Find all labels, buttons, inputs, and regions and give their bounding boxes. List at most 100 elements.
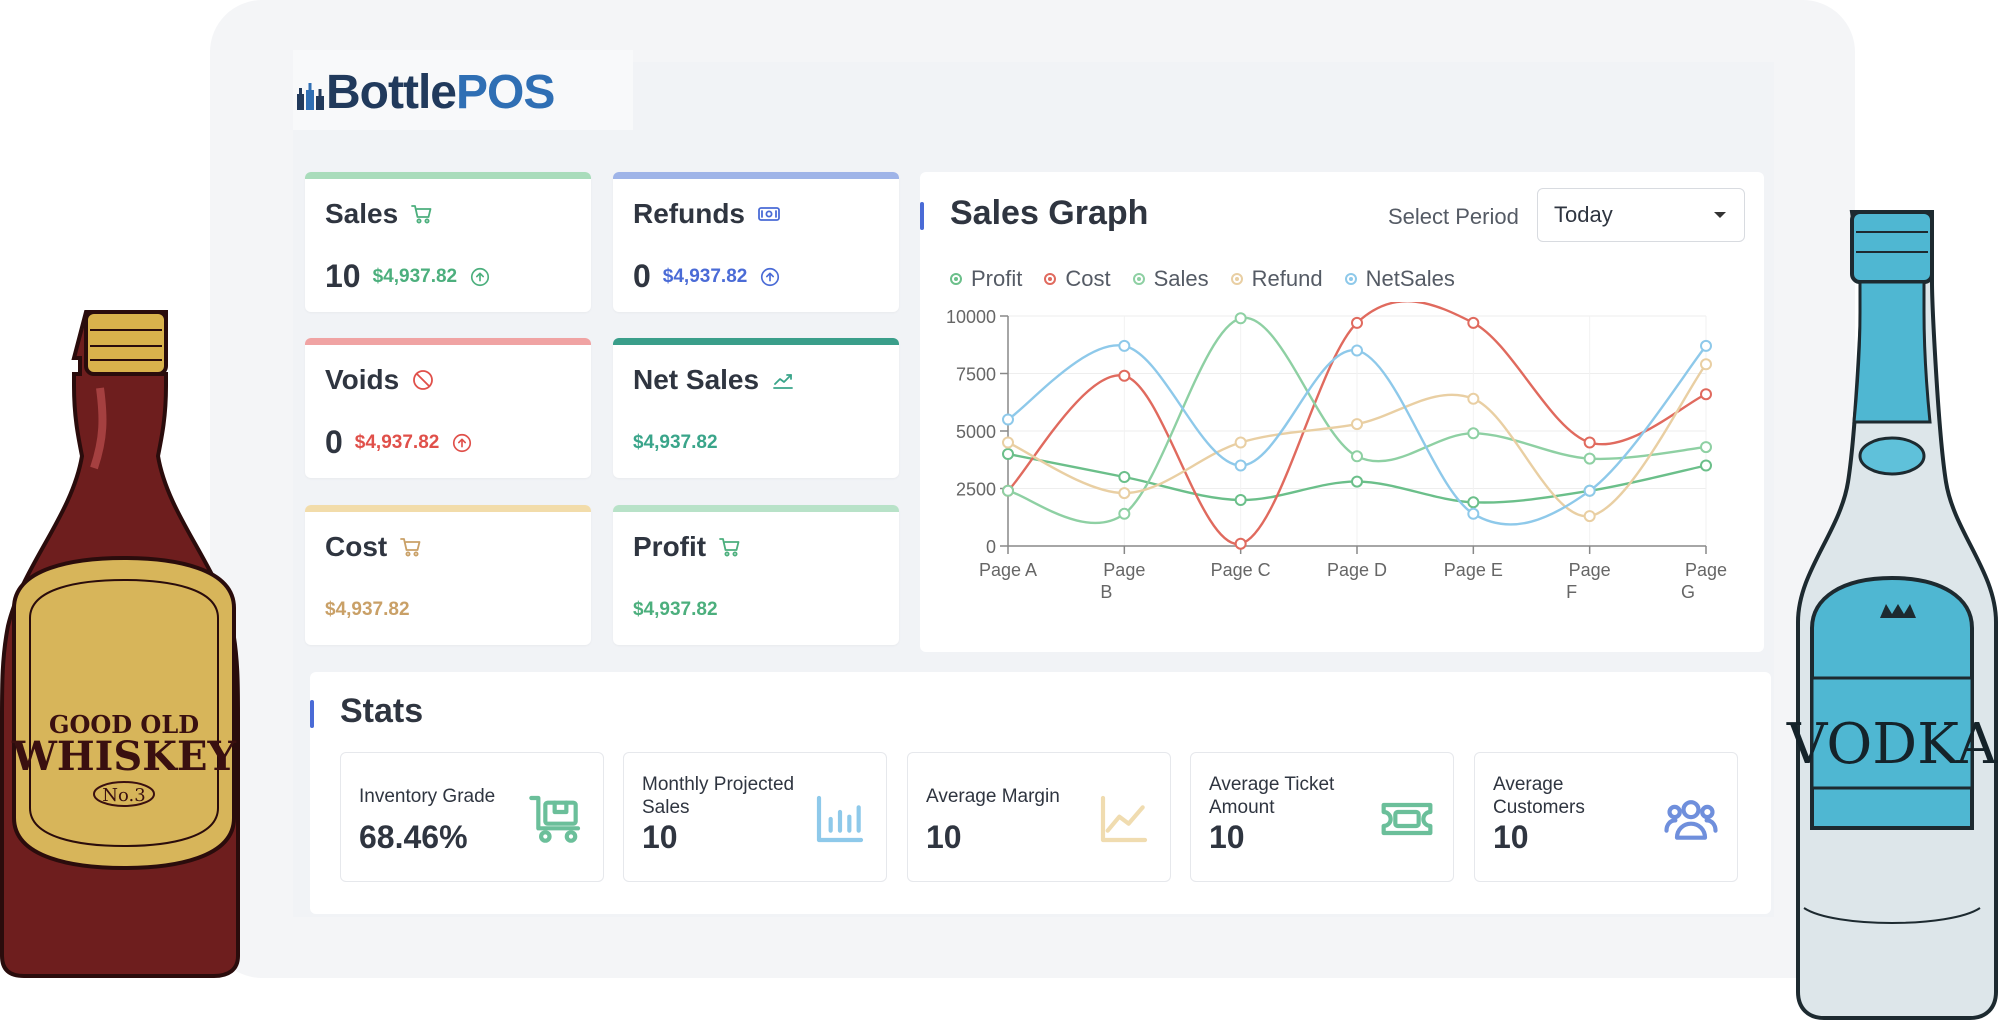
legend-item[interactable]: Cost	[1044, 266, 1111, 292]
brand-logo[interactable]: BottlePOS	[296, 62, 555, 122]
legend-item[interactable]: Sales	[1132, 266, 1209, 292]
stat-card[interactable]: Monthly Projected Sales 10	[623, 752, 887, 882]
card-amount: $4,937.82	[354, 431, 440, 453]
data-point	[1700, 441, 1712, 454]
cost-card[interactable]: Cost $4,937.82	[305, 505, 591, 645]
x-tick-label: Page E	[1444, 560, 1503, 580]
y-tick-label: 2500	[956, 480, 996, 500]
ban-icon	[411, 368, 435, 392]
stat-card[interactable]: Inventory Grade 68.46%	[340, 752, 604, 882]
sales-card[interactable]: Sales 10 $4,937.82	[305, 172, 591, 312]
data-point	[1583, 510, 1596, 523]
x-tick-label: Page B	[1100, 560, 1145, 602]
users-icon	[1663, 791, 1719, 852]
stat-card[interactable]: Average Margin 10	[907, 752, 1171, 882]
net-sales-card[interactable]: Net Sales $4,937.82	[613, 338, 899, 478]
card-amount: $4,937.82	[633, 599, 718, 620]
x-tick-label-line: Page D	[1327, 560, 1387, 580]
card-title-row: Profit	[633, 529, 879, 565]
legend-marker	[1230, 273, 1243, 285]
arrow-up-circle-icon	[451, 432, 473, 454]
card-accent-bar	[613, 505, 899, 512]
stats-panel: Stats Inventory Grade 68.46% Monthly Pro…	[310, 672, 1771, 914]
card-amount: $4,937.82	[325, 599, 410, 620]
x-tick-label-line: Page	[1685, 560, 1727, 580]
data-point	[1118, 471, 1131, 483]
stat-card[interactable]: Average Ticket Amount 10	[1190, 752, 1454, 882]
data-point	[1583, 452, 1596, 465]
data-point	[1002, 413, 1014, 426]
data-point	[1351, 475, 1363, 488]
whiskey-label-line3: No.3	[102, 785, 145, 806]
logo-area	[293, 50, 633, 130]
whiskey-bottle-image: GOOD OLD WHISKEY No.3	[0, 310, 240, 978]
card-title: Net Sales	[633, 364, 760, 395]
data-point	[1234, 459, 1247, 472]
area-chart-icon	[1096, 791, 1152, 852]
stat-card[interactable]: Average Customers 10	[1474, 752, 1738, 882]
x-tick-label-line: Page E	[1444, 560, 1503, 580]
card-accent-bar	[613, 338, 899, 345]
card-value-row: $4,937.82	[633, 599, 879, 621]
profit-card[interactable]: Profit $4,937.82	[613, 505, 899, 645]
stat-value: 10	[1493, 819, 1529, 855]
legend-label: Cost	[1065, 266, 1111, 291]
stat-value: 68.46%	[359, 819, 468, 855]
refunds-card[interactable]: Refunds 0 $4,937.82	[613, 172, 899, 312]
stat-label: Inventory Grade	[359, 786, 496, 807]
data-point	[1351, 418, 1363, 431]
data-point	[1118, 369, 1131, 382]
legend-marker	[1344, 273, 1357, 285]
y-tick-label: 0	[986, 537, 996, 557]
voids-card[interactable]: Voids 0 $4,937.82	[305, 338, 591, 478]
x-tick-label-line: G	[1681, 582, 1695, 602]
whiskey-label-line1: GOOD OLD	[49, 710, 199, 739]
period-select-value: Today	[1554, 202, 1613, 227]
data-point	[1234, 312, 1247, 325]
trend-icon	[771, 368, 795, 392]
data-point	[1234, 494, 1247, 506]
data-point	[1234, 537, 1247, 550]
data-point	[1234, 436, 1247, 449]
data-point	[1118, 507, 1131, 520]
card-title: Sales	[325, 198, 399, 229]
data-point	[1002, 436, 1014, 449]
card-value-row: 0 $4,937.82	[325, 424, 571, 461]
card-amount: $4,937.82	[662, 265, 748, 287]
card-value-row: 0 $4,937.82	[633, 258, 879, 295]
data-point	[1118, 487, 1131, 500]
chart-legend: Profit Cost Sales Refund NetSales	[950, 266, 1455, 292]
data-point	[1351, 316, 1363, 329]
data-point	[1118, 339, 1131, 352]
x-tick-label-line: Page A	[979, 560, 1037, 580]
card-count: 0	[325, 424, 343, 460]
x-tick-label-line: Page	[1103, 560, 1145, 580]
x-tick-label: Page A	[979, 560, 1037, 580]
card-accent-bar	[305, 338, 591, 345]
x-tick-label: Page C	[1211, 560, 1271, 580]
legend-item[interactable]: Profit	[950, 266, 1022, 292]
card-title: Refunds	[633, 198, 745, 229]
legend-marker	[950, 273, 962, 285]
x-tick-label: Page G	[1681, 560, 1727, 602]
card-title: Voids	[325, 364, 400, 395]
data-point	[1467, 316, 1480, 329]
stat-value: 10	[642, 819, 678, 855]
card-title-row: Refunds	[633, 196, 879, 232]
data-point	[1700, 358, 1712, 371]
card-amount: $4,937.82	[372, 265, 458, 287]
legend-marker	[1044, 273, 1057, 285]
cart-icon	[399, 535, 423, 559]
y-tick-label: 7500	[956, 365, 996, 385]
period-select[interactable]: Today	[1537, 188, 1745, 242]
whiskey-label-line2: WHISKEY	[11, 733, 237, 780]
legend-item[interactable]: Refund	[1230, 266, 1323, 292]
legend-item[interactable]: NetSales	[1344, 266, 1455, 292]
stat-value: 10	[1209, 819, 1245, 855]
card-title: Cost	[325, 531, 388, 562]
arrow-up-circle-icon	[469, 266, 491, 288]
sales-graph-title: Sales Graph	[950, 194, 1149, 232]
data-point	[1467, 392, 1480, 405]
section-accent	[920, 202, 924, 230]
